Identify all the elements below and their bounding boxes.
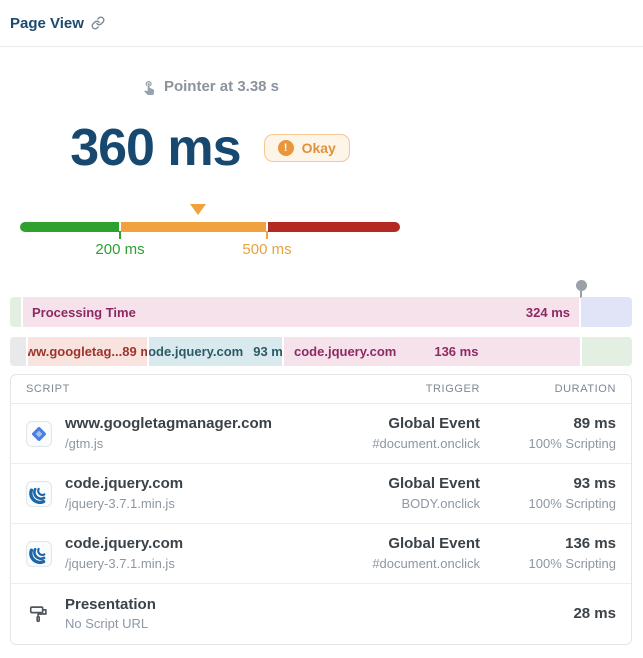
processing-time-lane: Processing Time 324 ms [10,297,632,327]
table-row[interactable]: www.googletagmanager.com /gtm.js Global … [11,404,631,464]
script-segment-jquery-1[interactable]: code.jquery.com 93 ms [149,337,282,366]
script-segment-label: code.jquery.com [294,344,397,359]
script-breakdown-lane: www.googletag...89 ms code.jquery.com 93… [10,337,632,366]
script-cell: www.googletagmanager.com /gtm.js [65,413,330,454]
script-table: SCRIPT TRIGGER DURATION www.googletagman… [10,374,632,645]
gauge-label-good: 200 ms [95,241,145,258]
interaction-context-label: Pointer at 3.38 s [163,78,280,95]
script-path: /jquery-3.7.1.min.js [65,495,175,511]
script-segment-gtm[interactable]: www.googletag...89 ms [28,337,147,366]
script-segment-jquery-2[interactable]: code.jquery.com 136 ms [284,337,580,366]
gauge-label-poor: 500 ms [242,241,292,258]
duration-cell: 89 ms 100% Scripting [480,413,616,454]
rating-badge: ! Okay [263,134,350,162]
processing-time-value: 324 ms [525,304,570,320]
script-path: /jquery-3.7.1.min.js [65,555,175,571]
jquery-icon [26,540,52,567]
table-row[interactable]: code.jquery.com /jquery-3.7.1.min.js Glo… [11,524,631,584]
script-cell: Presentation No Script URL [65,594,330,635]
metric-value: 360 ms [70,119,241,177]
trigger-type: Global Event [388,535,480,553]
jquery-icon [26,480,52,507]
script-domain: code.jquery.com [65,475,184,493]
duration-value: 93 ms [573,475,616,493]
triangle-marker-icon [190,204,206,215]
duration-value: 136 ms [565,535,616,553]
script-segment-lead[interactable] [10,337,26,366]
trigger-detail: #document.onclick [372,555,480,571]
link-icon[interactable] [91,16,105,30]
trigger-cell: Global Event #document.onclick [330,413,480,454]
processing-time-segment[interactable]: Processing Time 324 ms [23,297,579,327]
pin-head [575,280,587,291]
trigger-cell: Global Event BODY.onclick [330,473,480,514]
duration-value: 89 ms [573,415,616,433]
processing-time-label: Processing Time [32,304,136,320]
trigger-detail: #document.onclick [372,435,480,451]
duration-detail: 100% Scripting [528,555,616,571]
rating-badge-label: Okay [301,140,336,156]
exclamation-circle-icon: ! [277,140,294,156]
duration-detail: 100% Scripting [528,435,616,451]
touch-app-icon [141,79,157,95]
script-cell: code.jquery.com /jquery-3.7.1.min.js [65,473,330,514]
duration-cell: 136 ms 100% Scripting [480,533,616,574]
duration-cell: 93 ms 100% Scripting [480,473,616,514]
column-header-script: SCRIPT [26,383,70,395]
table-header-row: SCRIPT TRIGGER DURATION [11,375,631,404]
gauge-tick-200ms [119,231,121,239]
paint-roller-icon [26,601,52,627]
table-row[interactable]: code.jquery.com /jquery-3.7.1.min.js Glo… [11,464,631,524]
table-row[interactable]: Presentation No Script URL 28 ms [11,584,631,644]
interaction-context: Pointer at 3.38 s [0,78,420,95]
duration-detail: 100% Scripting [528,495,616,511]
gauge-segment-poor [268,222,400,232]
column-header-duration: DURATION [554,383,616,395]
column-header-trigger: TRIGGER [425,383,480,395]
lane-cap-presentation[interactable] [581,297,632,327]
page-title: Page View [10,14,84,32]
metric-row: 360 ms ! Okay [0,118,420,178]
trigger-type: Global Event [388,415,480,433]
script-segment-value: 89 ms [122,344,147,359]
script-domain: Presentation [65,595,156,613]
pin-stem [580,291,582,298]
gauge-tick-500ms [266,231,268,239]
lane-cap-input-delay[interactable] [10,297,21,327]
google-tag-manager-icon [26,420,52,447]
script-segment-label: code.jquery.com [149,344,244,359]
script-segment-label: www.googletag... [28,344,123,359]
script-cell: code.jquery.com /jquery-3.7.1.min.js [65,533,330,574]
pin-icon [575,280,587,298]
gauge-segment-okay [121,222,266,232]
script-domain: www.googletagmanager.com [65,415,272,433]
script-path: /gtm.js [65,435,104,451]
gauge-segment-good [20,222,119,232]
script-segment-tail[interactable] [582,337,632,366]
script-segment-value: 136 ms [434,344,479,359]
script-segment-value: 93 ms [253,344,282,359]
trigger-detail: BODY.onclick [401,495,480,511]
duration-value: 28 ms [573,605,616,623]
page-header: Page View [0,0,643,47]
trigger-type: Global Event [388,475,480,493]
duration-cell: 28 ms [480,603,616,625]
script-path: No Script URL [65,616,149,632]
script-domain: code.jquery.com [65,535,184,553]
trigger-cell: Global Event #document.onclick [330,533,480,574]
